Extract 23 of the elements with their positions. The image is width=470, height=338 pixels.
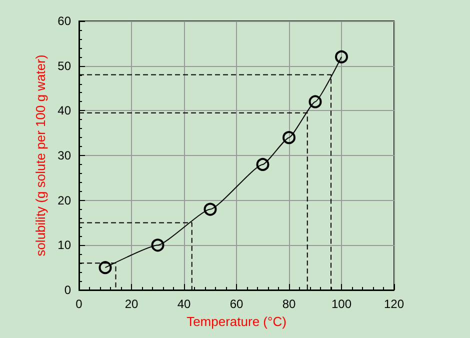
x-tick-label: 20 <box>124 297 138 311</box>
y-tick-label: 30 <box>58 148 72 162</box>
point <box>308 95 322 108</box>
x-axis-title: Temperature (°C) <box>186 314 286 329</box>
y-tick-label: 60 <box>58 14 72 28</box>
y-tick-label: 40 <box>58 104 72 118</box>
point <box>151 238 164 252</box>
x-tick-label: 80 <box>282 297 296 311</box>
x-tick-label: 40 <box>177 297 191 311</box>
point <box>256 158 270 171</box>
x-tick-label: 60 <box>230 297 244 311</box>
point <box>282 131 296 144</box>
x-tick-label: 120 <box>384 297 404 311</box>
y-tick-label: 0 <box>64 283 72 297</box>
x-tick-label: 100 <box>331 297 352 311</box>
y-tick-label: 50 <box>58 58 72 73</box>
point <box>98 261 112 274</box>
y-tick-label: 20 <box>58 193 72 208</box>
y-tick-label: 10 <box>58 238 72 252</box>
x-tick-label: 0 <box>76 297 83 311</box>
y-axis-title: solubility (g solute per 100 g water) <box>32 54 48 256</box>
point <box>204 202 217 216</box>
point <box>335 50 348 64</box>
